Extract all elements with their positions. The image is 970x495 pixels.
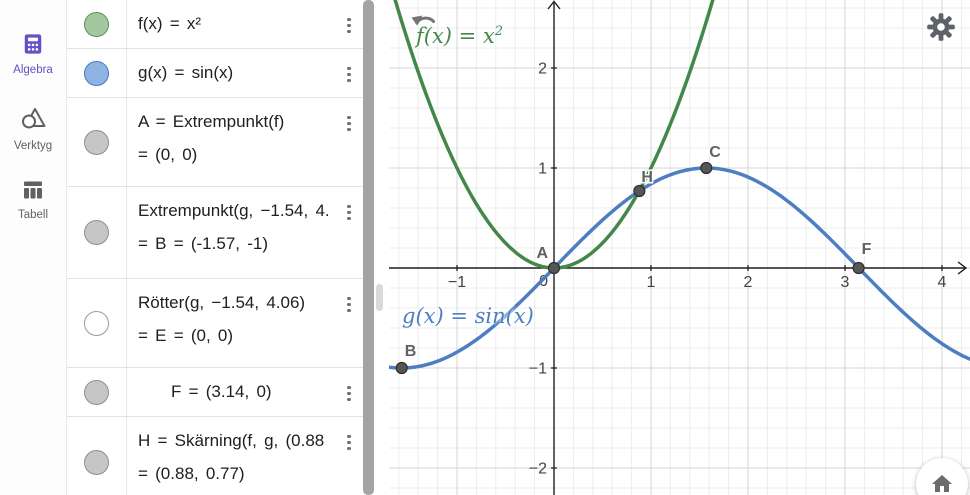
- algebra-row[interactable]: g(x) = sin(x): [67, 49, 364, 98]
- divider-drag-handle[interactable]: [376, 284, 383, 311]
- point-label-F: F: [862, 241, 872, 258]
- algebra-row-line: F = (3.14, 0): [171, 382, 272, 401]
- point-B[interactable]: [395, 361, 408, 375]
- algebra-row[interactable]: Extrempunkt(g, −1.54, 4. = B = (-1.57, -1…: [67, 187, 364, 279]
- algebra-row-text: H = Skärning(f, g, (0.88 = (0.88, 0.77): [127, 417, 364, 495]
- curve-label-g-text: g(x) = sin(x): [402, 304, 534, 328]
- point-A[interactable]: [547, 261, 561, 275]
- sidebar-item-label: Verktyg: [13, 140, 53, 152]
- x-tick-label: 4: [938, 274, 947, 291]
- y-axis-arrow: [547, 0, 561, 10]
- algebra-row-text: F = (3.14, 0): [127, 368, 364, 416]
- row-menu-button[interactable]: [342, 63, 356, 86]
- algebra-row-line: A = Extrempunkt(f): [138, 112, 285, 131]
- marble-cell: [67, 0, 127, 48]
- algebra-row-line: H = Skärning(f, g, (0.88: [138, 431, 325, 450]
- row-menu-button[interactable]: [342, 293, 356, 316]
- table-icon: [24, 181, 42, 199]
- curve-label-f[interactable]: f(x) = x2: [416, 24, 503, 48]
- panel-divider: [374, 0, 389, 495]
- sidebar-item-tabell[interactable]: Tabell: [0, 180, 66, 221]
- row-menu-button[interactable]: [342, 14, 356, 37]
- sidebar-item-algebra[interactable]: Algebra: [0, 33, 66, 76]
- algebra-scrollbar[interactable]: [363, 0, 374, 495]
- y-tick-label: 1: [538, 161, 547, 178]
- visibility-marble[interactable]: [84, 220, 109, 245]
- graphics-view[interactable]: −1 1 2 3 4 2 1 −1 −2 0 A B C F H f(x) = x2 g(x) = sin(…: [389, 0, 970, 495]
- algebra-row[interactable]: F = (3.14, 0): [67, 368, 364, 417]
- algebra-row[interactable]: A = Extrempunkt(f) = (0, 0): [67, 98, 364, 187]
- y-tick-label: −2: [529, 461, 547, 478]
- home-icon: [932, 474, 952, 492]
- curve-label-f-exponent: 2: [494, 24, 504, 39]
- curve-f[interactable]: [389, 0, 970, 270]
- graph-canvas[interactable]: −1 1 2 3 4 2 1 −1 −2 0 A B C F H: [389, 0, 970, 495]
- row-menu-button[interactable]: [342, 431, 356, 454]
- marble-cell: [67, 279, 127, 367]
- tools-icon: [21, 108, 45, 129]
- visibility-marble[interactable]: [84, 449, 109, 475]
- algebra-row-line: = (0, 0): [138, 145, 198, 164]
- marble-cell: [67, 417, 127, 495]
- sidebar-item-label: Tabell: [17, 209, 49, 221]
- point-H[interactable]: [633, 184, 646, 198]
- x-tick-label: −1: [448, 274, 466, 291]
- algebra-row-line: = (0.88, 0.77): [138, 464, 245, 483]
- calculator-icon: [24, 34, 42, 54]
- algebra-row-line: g(x) = sin(x): [138, 63, 234, 82]
- algebra-row-text: g(x) = sin(x): [127, 49, 364, 97]
- row-menu-button[interactable]: [342, 382, 356, 405]
- point-label-C: C: [709, 144, 721, 161]
- algebra-row-line: = E = (0, 0): [138, 326, 234, 345]
- marble-cell: [67, 368, 127, 416]
- view-sidebar: Algebra Verktyg Tabell: [0, 0, 66, 495]
- algebra-row-line: Rötter(g, −1.54, 4.06): [138, 293, 306, 312]
- y-tick-label: 2: [538, 61, 547, 78]
- algebra-row-line: = B = (-1.57, -1): [138, 234, 268, 253]
- algebra-row-line: f(x) = x²: [138, 14, 202, 33]
- row-menu-button[interactable]: [342, 112, 356, 135]
- visibility-marble[interactable]: [84, 310, 109, 336]
- algebra-row[interactable]: Rötter(g, −1.54, 4.06) = E = (0, 0): [67, 279, 364, 368]
- marble-cell: [67, 49, 127, 97]
- origin-label: 0: [539, 273, 548, 290]
- x-tick-label: 3: [841, 274, 850, 291]
- algebra-panel: f(x) = x² g(x) = sin(x) A = Extrempunkt(…: [66, 0, 364, 495]
- curve-label-g[interactable]: g(x) = sin(x): [402, 304, 534, 328]
- algebra-row-line: Extrempunkt(g, −1.54, 4.: [138, 201, 330, 220]
- marble-cell: [67, 187, 127, 278]
- gear-icon[interactable]: [926, 12, 956, 42]
- marble-cell: [67, 98, 127, 186]
- visibility-marble[interactable]: [84, 129, 109, 155]
- point-label-H: H: [641, 169, 653, 186]
- point-C[interactable]: [700, 161, 713, 175]
- y-tick-label: −1: [529, 361, 547, 378]
- visibility-marble[interactable]: [84, 11, 109, 37]
- row-menu-button[interactable]: [342, 201, 356, 224]
- sidebar-item-verktyg[interactable]: Verktyg: [0, 106, 66, 152]
- curve-g[interactable]: [389, 166, 970, 370]
- x-tick-label: 2: [744, 274, 753, 291]
- algebra-row[interactable]: f(x) = x²: [67, 0, 364, 49]
- algebra-row-text: Extrempunkt(g, −1.54, 4. = B = (-1.57, -1…: [127, 187, 364, 278]
- curve-label-f-text: f(x) = x: [416, 24, 495, 48]
- x-tick-label: 1: [647, 274, 656, 291]
- algebra-row-text: f(x) = x²: [127, 0, 364, 48]
- visibility-marble[interactable]: [84, 379, 109, 405]
- point-label-B: B: [405, 343, 417, 360]
- undo-icon[interactable]: [411, 10, 439, 32]
- point-label-A: A: [536, 245, 548, 262]
- x-axis-arrow: [957, 261, 968, 275]
- sidebar-item-label: Algebra: [13, 64, 53, 76]
- algebra-row[interactable]: H = Skärning(f, g, (0.88 = (0.88, 0.77): [67, 417, 364, 495]
- algebra-row-text: Rötter(g, −1.54, 4.06) = E = (0, 0): [127, 279, 364, 367]
- visibility-marble[interactable]: [84, 60, 109, 86]
- home-button[interactable]: [916, 458, 968, 495]
- algebra-row-text: A = Extrempunkt(f) = (0, 0): [127, 98, 364, 186]
- point-F[interactable]: [852, 261, 865, 275]
